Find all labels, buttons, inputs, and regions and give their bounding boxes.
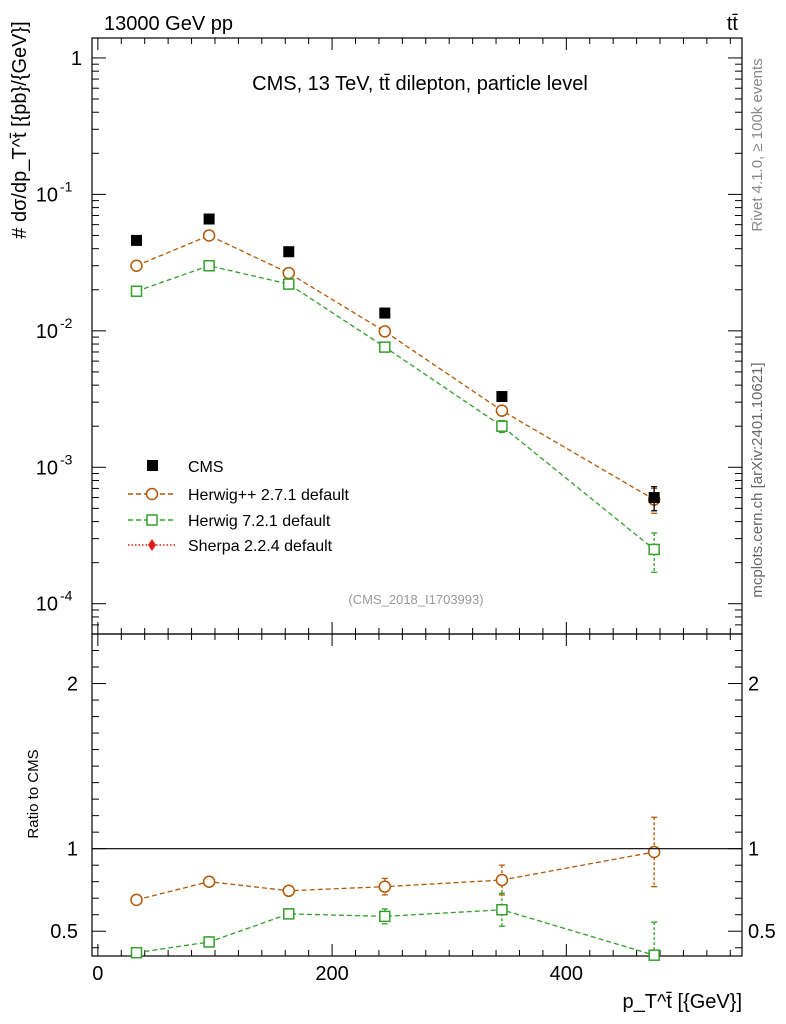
ratio-plot-series	[130, 816, 661, 961]
data-point	[283, 278, 295, 290]
legend-herwig7-label: Herwig 7.2.1 default	[188, 513, 331, 530]
data-point	[378, 325, 392, 338]
data-point	[495, 404, 509, 417]
ratio-line	[136, 851, 655, 901]
main-y-axis: 110-110-210-310-4	[36, 48, 742, 635]
y-tick-label: 10	[36, 457, 58, 479]
legend-herwig7-marker	[146, 514, 158, 526]
y-tick-label: 1	[71, 48, 82, 70]
data-point	[282, 266, 296, 280]
data-point	[283, 246, 295, 258]
header-process-label: tt̄	[727, 13, 739, 35]
ratio-y-tick-label-right: 0.5	[748, 921, 776, 943]
ratio-point	[379, 910, 391, 923]
y-axis-label: # dσ/dp_T^t̄ [{pb}/{GeV}]	[9, 21, 31, 238]
data-point	[202, 229, 216, 242]
ratio-y-tick-label: 1	[67, 839, 78, 861]
legend-cms-marker	[147, 460, 158, 471]
data-point	[379, 307, 391, 319]
ratio-point	[495, 873, 509, 887]
ratio-y-axis-label: Ratio to CMS	[25, 749, 42, 838]
rivet-version-label: Rivet 4.1.0, ≥ 100k events	[749, 58, 766, 231]
chart-title: CMS, 13 TeV, tt̄ dilepton, particle leve…	[252, 73, 588, 95]
series-line	[136, 234, 655, 501]
y-tick-label: 10	[36, 594, 58, 616]
legend-herwigpp-label: Herwig++ 2.7.1 default	[188, 487, 350, 504]
y-tick-exponent: -4	[60, 588, 73, 604]
legend-sherpa-label: Sherpa 2.2.4 default	[188, 538, 333, 555]
ratio-point	[378, 880, 392, 893]
legend: CMS Herwig++ 2.7.1 default Herwig 7.2.1 …	[128, 459, 350, 555]
y-tick-label: 10	[36, 184, 58, 206]
ratio-y-tick-label-right: 1	[748, 839, 759, 861]
header-energy-label: 13000 GeV pp	[104, 13, 233, 35]
analysis-tag: (CMS_2018_I1703993)	[348, 592, 483, 607]
ratio-point	[283, 908, 295, 920]
x-tick-label: 0	[92, 963, 103, 985]
data-point	[648, 543, 660, 556]
data-point	[130, 259, 143, 272]
data-point	[496, 391, 508, 403]
legend-sherpa-marker	[148, 539, 156, 551]
data-point	[203, 213, 215, 225]
data-point	[496, 420, 508, 432]
ratio-y-tick-label: 0.5	[50, 921, 78, 943]
ratio-point	[202, 875, 216, 888]
ratio-point	[130, 946, 143, 959]
main-plot-series	[130, 213, 661, 573]
ratio-point	[282, 884, 296, 898]
data-point	[203, 259, 215, 272]
y-tick-exponent: -1	[60, 178, 73, 194]
legend-herwigpp-marker	[145, 487, 159, 501]
ratio-y-axis: 2 2 1 1 0.5 0.5	[50, 633, 776, 949]
y-tick-label: 10	[36, 321, 58, 343]
data-point	[130, 285, 143, 298]
mcplots-label: mcplots.cern.ch [arXiv:2401.10621]	[749, 362, 766, 597]
x-axis-label: p_T^t̄ [{GeV}]	[623, 991, 742, 1013]
x-tick-label: 400	[550, 963, 583, 985]
ratio-point	[203, 936, 215, 948]
y-tick-exponent: -2	[60, 315, 73, 331]
ratio-y-tick-label-right: 2	[748, 674, 759, 696]
y-tick-exponent: -3	[60, 451, 73, 467]
data-point	[648, 492, 660, 504]
ratio-point	[648, 949, 660, 961]
data-point	[131, 234, 143, 246]
legend-cms-label: CMS	[188, 459, 224, 476]
ratio-line	[136, 909, 655, 956]
x-tick-label: 200	[315, 963, 348, 985]
ratio-point	[496, 904, 508, 916]
x-axis: 0 200 400	[92, 38, 731, 985]
series-line	[136, 265, 655, 550]
data-point	[379, 341, 391, 353]
ratio-point	[130, 893, 143, 907]
ratio-plot-frame	[91, 633, 743, 957]
ratio-y-tick-label: 2	[67, 674, 78, 696]
